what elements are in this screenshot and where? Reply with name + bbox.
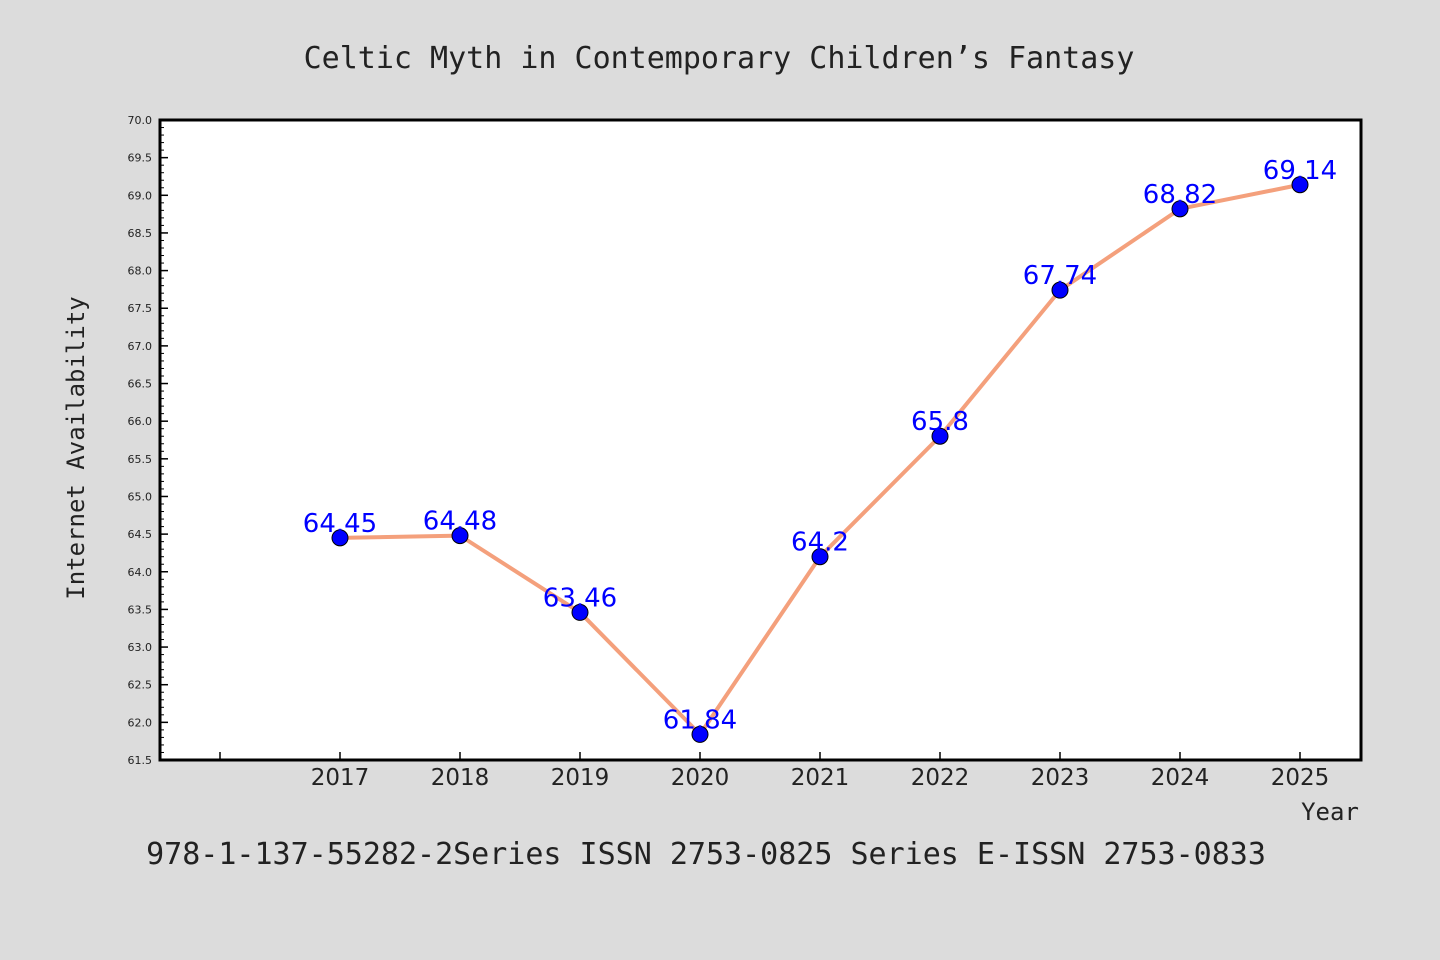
data-point-label: 61.84 — [663, 705, 737, 735]
data-point-marker — [571, 603, 589, 621]
y-tick-label: 65.5 — [128, 453, 153, 466]
x-tick-label: 2025 — [1271, 765, 1330, 791]
x-tick-label: 2020 — [671, 765, 730, 791]
y-tick-label: 62.5 — [128, 679, 153, 692]
y-tick-label: 67.5 — [128, 302, 153, 315]
data-point-marker — [931, 427, 949, 445]
y-tick-label: 64.0 — [128, 566, 153, 579]
y-tick-label: 62.0 — [128, 716, 153, 729]
x-axis-ticks: 2017 2018 2019 2020 2021 2022 2023 2024 2025 — [219, 752, 1330, 791]
y-tick-label: 68.5 — [128, 227, 153, 240]
plot-area — [158, 118, 1363, 762]
x-axis-label: Year — [1301, 798, 1359, 826]
y-axis-ticks: 61.5 62.0 62.5 63.0 63.5 64.0 64.5 65.0 65.5 66.0… — [128, 114, 168, 767]
data-point-marker — [691, 725, 709, 743]
series-markers — [331, 176, 1309, 743]
x-tick-label: 2021 — [791, 765, 850, 791]
y-tick-label: 64.5 — [128, 528, 153, 541]
y-axis-label: Internet Availability — [62, 296, 90, 599]
data-point-label: 67.74 — [1023, 261, 1097, 291]
x-tick-label: 2019 — [551, 765, 610, 791]
data-point-marker — [1171, 200, 1189, 218]
data-point-marker — [451, 527, 469, 545]
data-point-label: 69.14 — [1263, 156, 1337, 186]
y-tick-label: 69.5 — [128, 152, 153, 165]
y-tick-label: 68.0 — [128, 265, 153, 278]
y-tick-label: 69.0 — [128, 189, 153, 202]
x-tick-label: 2017 — [311, 765, 370, 791]
data-point-label: 68.82 — [1143, 180, 1217, 210]
y-tick-label: 63.5 — [128, 603, 153, 616]
y-tick-label: 70.0 — [128, 114, 153, 127]
data-point-label: 64.2 — [791, 528, 849, 558]
data-point-label: 65.8 — [911, 407, 969, 437]
x-tick-label: 2018 — [431, 765, 490, 791]
chart-title: Celtic Myth in Contemporary Children’s F… — [304, 41, 1135, 76]
y-tick-label: 66.0 — [128, 415, 153, 428]
y-tick-label: 66.5 — [128, 378, 153, 391]
y-tick-label: 63.0 — [128, 641, 153, 654]
data-point-marker — [1051, 281, 1069, 299]
x-tick-label: 2022 — [911, 765, 970, 791]
y-tick-label: 61.5 — [128, 754, 153, 767]
x-tick-label: 2023 — [1031, 765, 1090, 791]
data-point-marker — [811, 548, 829, 566]
data-labels: 64.45 64.48 63.46 61.84 64.2 65.8 67.74 68.82 69… — [303, 156, 1337, 736]
data-point-label: 64.45 — [303, 509, 377, 539]
y-tick-label: 67.0 — [128, 340, 153, 353]
data-point-marker — [1291, 176, 1309, 194]
data-point-label: 64.48 — [423, 507, 497, 537]
y-tick-label: 65.0 — [128, 490, 153, 503]
x-tick-label: 2024 — [1151, 765, 1210, 791]
isbn-issn-footer: 978-1-137-55282-2Series ISSN 2753-0825 S… — [146, 837, 1266, 872]
data-point-label: 63.46 — [543, 583, 617, 613]
data-point-marker — [331, 529, 349, 547]
